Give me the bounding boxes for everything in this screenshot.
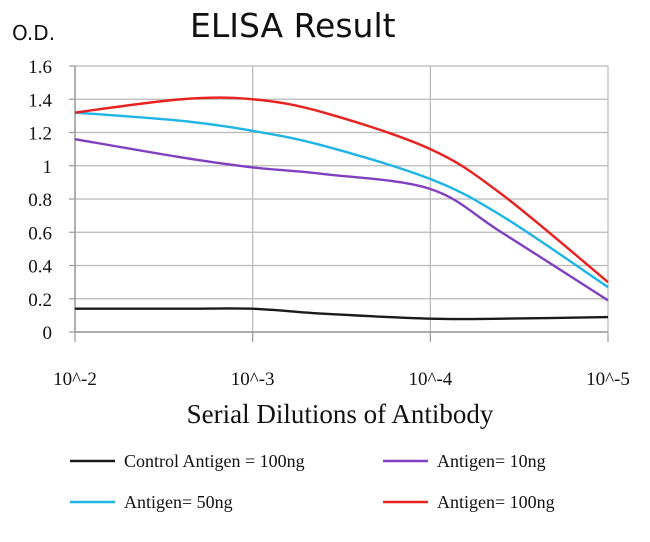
y-tick-label: 0.2: [28, 290, 52, 311]
series-line-0: [74, 307, 609, 321]
y-tick-label: 0.8: [28, 190, 52, 211]
legend-label: Antigen= 10ng: [437, 451, 546, 471]
y-tick-label: 0.4: [28, 257, 52, 278]
series-line-3: [74, 96, 609, 284]
y-tick-label: 1.2: [28, 124, 52, 145]
x-tick-label: 10^-3: [231, 369, 275, 390]
y-tick-label: 0.6: [28, 223, 52, 244]
legend-label: Control Antigen = 100ng: [124, 451, 305, 471]
legend-label: Antigen= 50ng: [124, 492, 233, 512]
x-tick-label: 10^-5: [586, 369, 630, 390]
axes: [69, 65, 609, 342]
legend-label: Antigen= 100ng: [437, 492, 555, 512]
y-tick-labels: 0 0.2 0.4 0.6 0.8 1 1.2 1.4 1.6: [28, 57, 52, 344]
gridlines: [74, 65, 609, 333]
y-tick-label: 1.6: [28, 57, 52, 78]
y-tick-label: 1.4: [28, 90, 52, 111]
x-tick-label: 10^-2: [53, 369, 97, 390]
x-tick-labels: 10^-2 10^-3 10^-4 10^-5: [53, 369, 630, 390]
x-axis-title: Serial Dilutions of Antibody: [187, 399, 494, 429]
y-axis-label: O.D.: [12, 21, 55, 45]
y-tick-label: 0: [43, 323, 53, 344]
series-line-2: [74, 111, 609, 289]
x-tick-label: 10^-4: [408, 369, 452, 390]
series-lines: [74, 96, 609, 321]
legend: Control Antigen = 100ng Antigen= 10ng Anti…: [70, 451, 555, 512]
chart-title: ELISA Result: [190, 6, 396, 45]
y-tick-label: 1: [43, 157, 53, 178]
series-line-1: [74, 137, 609, 302]
